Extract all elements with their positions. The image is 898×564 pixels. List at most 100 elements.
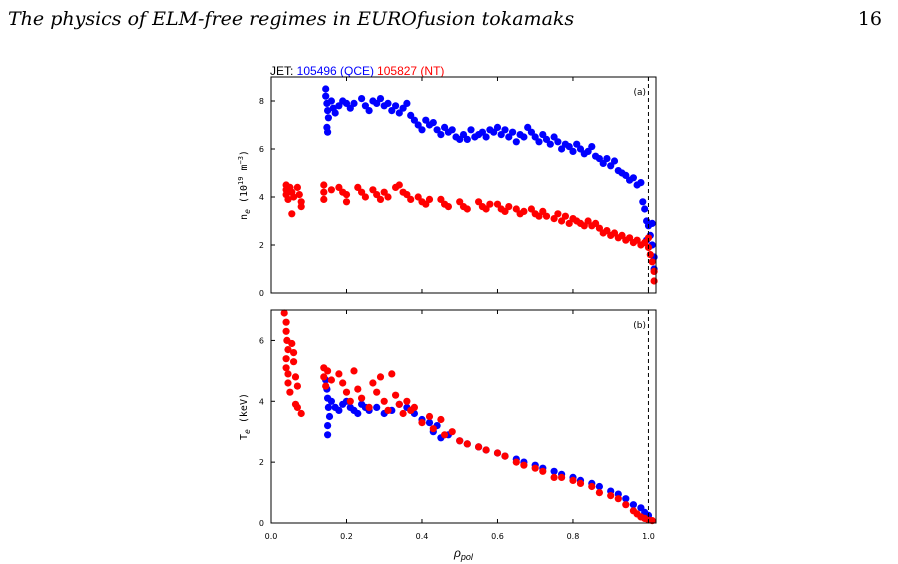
data-point [505,133,513,141]
data-point [325,412,334,421]
data-point [463,135,471,143]
data-point [350,99,358,107]
data-point [569,147,577,155]
data-point [425,419,434,427]
data-point [650,277,658,285]
data-point [376,95,385,103]
data-point [365,403,373,411]
data-point [282,318,290,326]
data-point [527,205,536,213]
data-point [618,231,626,239]
data-point [354,183,362,191]
data-point [342,388,351,396]
data-point [295,191,303,199]
data-point [320,181,328,189]
data-point [569,476,577,484]
x-tick-label: 0.2 [340,532,353,541]
data-point [542,212,551,220]
data-point [565,219,573,227]
data-point [433,126,441,134]
y-tick-label: 0 [259,519,264,528]
data-point [546,140,554,148]
data-point [607,162,615,170]
y-tick-label: 2 [259,241,264,250]
y-tick-label: 4 [259,193,264,202]
data-point [463,205,471,213]
data-point [320,188,328,196]
data-point [282,327,290,335]
data-point [482,205,490,213]
data-point [482,446,490,454]
data-point [456,135,464,143]
data-point [629,174,638,182]
data-point [448,126,456,134]
data-point [384,193,392,201]
data-point [614,495,622,503]
data-point [633,236,641,244]
series-nt [282,181,658,285]
data-point [322,382,330,390]
data-point [290,358,298,366]
data-point [554,210,562,218]
data-point [603,155,611,163]
x-tick-label: 0.4 [416,532,429,541]
data-point [535,138,543,146]
data-point [429,119,437,127]
figure-title-shot1: 105496 (QCE) [297,64,374,78]
data-point [327,97,335,105]
data-point [588,482,596,491]
data-point [539,467,547,475]
data-point [576,479,585,487]
data-point [607,492,615,500]
data-point [282,355,290,363]
data-point [561,212,570,220]
data-point [380,397,388,405]
data-point [648,258,656,266]
data-point [493,449,502,457]
x-tick-label: 1.0 [642,532,655,541]
plot-frame [270,309,657,524]
data-point [576,145,585,153]
data-point [414,121,422,129]
data-point [490,128,498,136]
data-point [622,171,630,179]
panel-label: (a) [633,88,646,98]
y-tick-label: 6 [259,336,264,345]
data-point [641,239,649,247]
data-point [284,370,292,378]
data-point [392,102,400,110]
data-point [595,489,604,497]
data-point [520,461,528,469]
data-point [388,107,396,115]
series-qce [322,85,658,273]
data-point [395,109,403,117]
data-point [358,95,366,103]
data-point [550,133,558,141]
data-point [475,198,483,206]
data-point [639,198,647,206]
data-point [592,219,600,227]
data-point [573,140,581,148]
data-point [550,473,558,481]
data-point [339,379,347,387]
data-point [418,419,426,427]
data-point [291,373,300,381]
figure-title-prefix: JET: [270,64,297,78]
data-point [322,92,330,100]
data-point [414,193,422,201]
data-point [456,437,464,445]
data-point [486,200,494,208]
data-point [501,452,509,460]
data-point [501,207,509,215]
data-point [459,131,468,139]
data-point [531,464,539,472]
page-number: 16 [857,8,882,30]
data-point [520,133,528,141]
data-point [512,138,520,146]
plot-frame [270,76,657,294]
data-point [395,181,403,189]
data-point [342,198,351,206]
data-point [324,422,332,430]
data-point [467,126,475,134]
